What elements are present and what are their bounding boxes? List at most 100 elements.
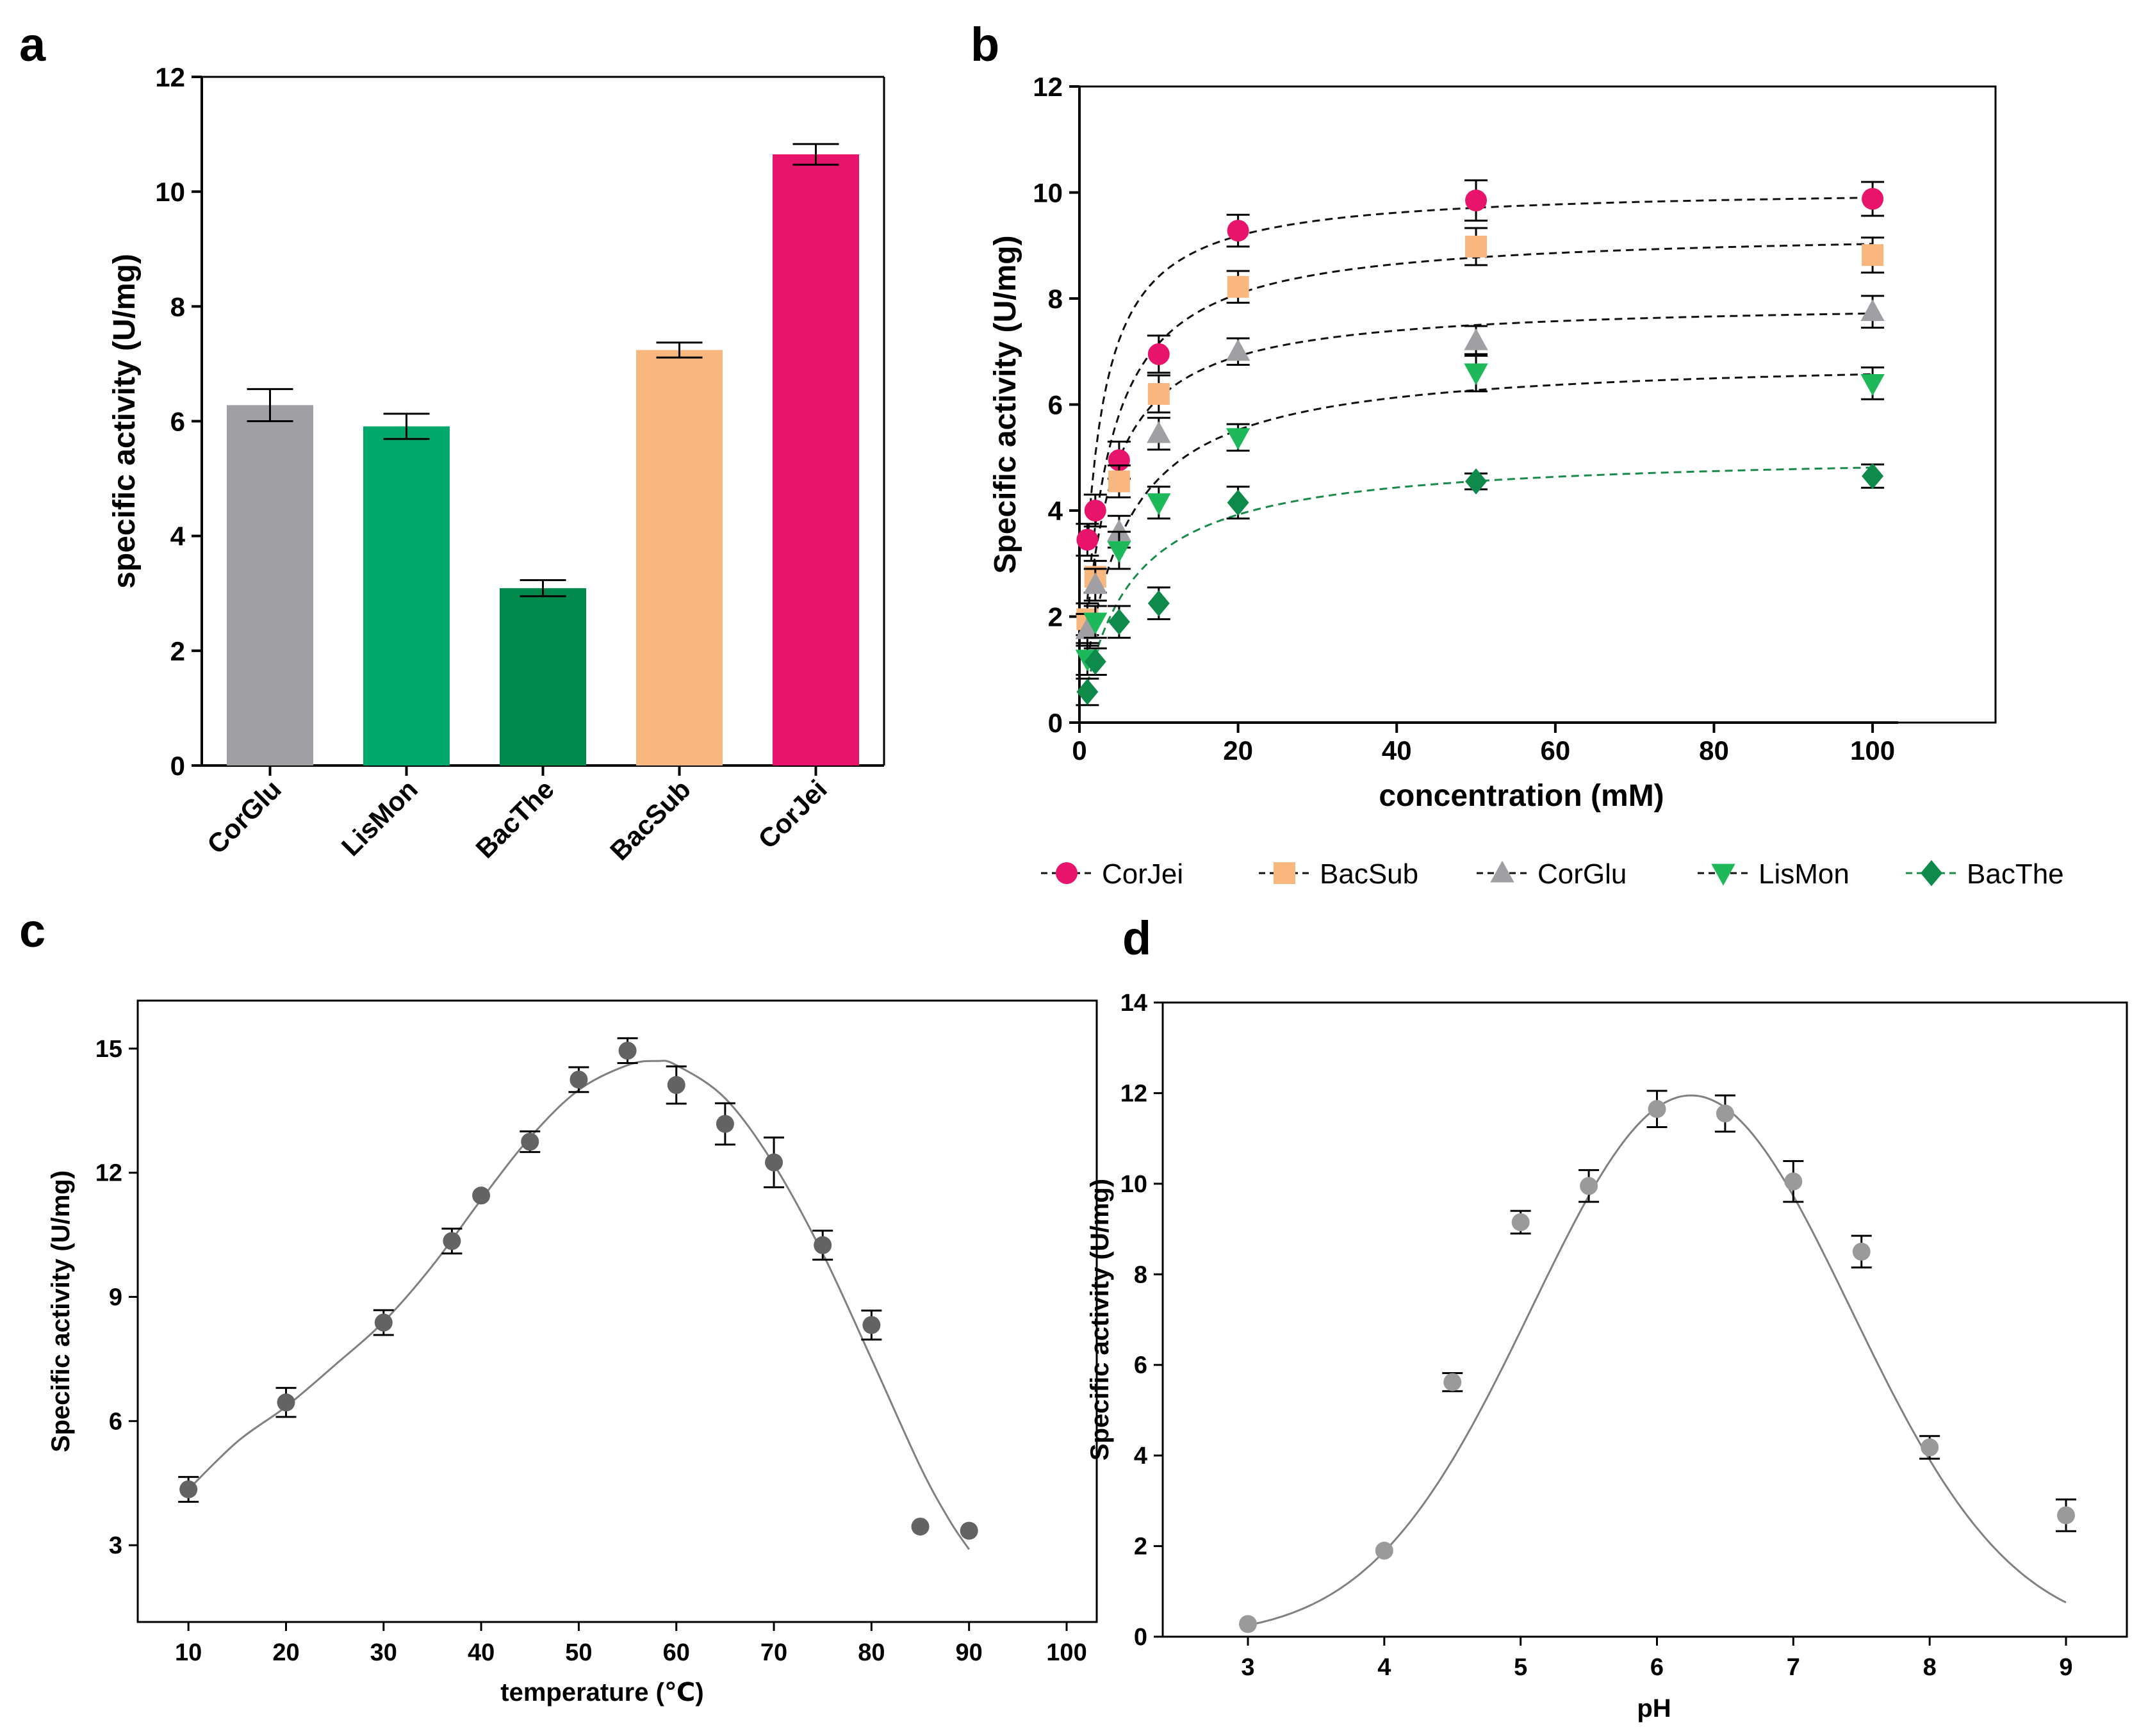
y-tick-label: 6 [1048, 390, 1063, 420]
panel-letter-d: d [1122, 912, 1151, 965]
point-LisMon [1226, 428, 1250, 450]
data-point [443, 1232, 461, 1250]
plot-frame [1161, 1001, 2128, 1638]
data-point [521, 1133, 539, 1151]
point-LisMon [1860, 373, 1885, 396]
point-CorJei [1084, 500, 1106, 521]
data-point [2057, 1506, 2075, 1525]
legend-label-LisMon: LisMon [1759, 858, 1849, 890]
x-tick-label: 90 [956, 1639, 983, 1666]
y-axis-title: specific activity (U/mg) [108, 254, 142, 589]
data-point [1239, 1615, 1257, 1634]
x-tick-label: LisMon [336, 774, 423, 862]
fit-curve-LisMon [1086, 373, 1873, 662]
data-point [862, 1316, 881, 1334]
data-point [1511, 1213, 1530, 1231]
data-point [1443, 1373, 1462, 1391]
panel-letter-b: b [971, 18, 999, 71]
point-BacSub [1147, 382, 1170, 405]
data-point [570, 1070, 588, 1089]
x-tick-label: 0 [1072, 735, 1086, 766]
x-tick-label: 9 [2059, 1654, 2072, 1681]
x-tick-label: 3 [1241, 1654, 1254, 1681]
point-BacThe [1227, 489, 1249, 516]
data-point [667, 1076, 685, 1094]
bar-BacThe [500, 588, 586, 766]
data-point [1375, 1541, 1393, 1560]
data-point [1648, 1100, 1666, 1118]
data-point [911, 1518, 930, 1536]
point-CorGlu [1860, 299, 1885, 322]
y-axis-title: Specific activity (U/mg) [988, 235, 1022, 573]
y-tick-label: 4 [170, 521, 186, 552]
point-CorJei [1465, 189, 1488, 211]
y-tick-label: 6 [109, 1408, 122, 1435]
x-tick-label: 60 [663, 1639, 690, 1666]
bar-LisMon [363, 426, 450, 766]
x-tick-label: 100 [1046, 1639, 1086, 1666]
y-tick-label: 2 [1048, 602, 1063, 632]
y-tick-label: 10 [1120, 1171, 1147, 1198]
point-CorGlu [1464, 328, 1488, 350]
data-point [1852, 1242, 1871, 1261]
x-tick-label: CorGlu [201, 774, 287, 860]
error-bar-LisMon [383, 413, 430, 440]
data-point [716, 1115, 734, 1133]
legend-marker-CorJei [1056, 862, 1078, 884]
fit-curve [1247, 1094, 2067, 1626]
point-CorGlu [1226, 339, 1250, 361]
x-tick-label: 50 [565, 1639, 592, 1666]
y-tick-label: 12 [1120, 1080, 1147, 1107]
y-tick-label: 15 [95, 1036, 122, 1063]
data-point [814, 1236, 832, 1254]
legend-marker-BacSub [1274, 862, 1295, 884]
error-bar-BacSub [656, 341, 703, 359]
data-point [618, 1042, 637, 1060]
data-point [374, 1313, 393, 1332]
x-tick-label: 8 [1923, 1654, 1937, 1681]
x-tick-label: 6 [1650, 1654, 1664, 1681]
fit-curve-BacThe [1086, 466, 1873, 685]
error-bar-BacThe [520, 579, 566, 598]
y-tick-label: 2 [170, 636, 185, 666]
point-CorGlu [1083, 572, 1108, 594]
legend-label-BacThe: BacThe [1967, 858, 2064, 890]
y-tick-label: 9 [109, 1284, 122, 1311]
y-tick-label: 0 [1048, 708, 1063, 738]
y-tick-label: 4 [1048, 496, 1063, 526]
x-tick-label: 80 [858, 1639, 885, 1666]
x-tick-label: 4 [1377, 1654, 1391, 1681]
x-tick-label: 7 [1787, 1654, 1800, 1681]
legend-label-CorGlu: CorGlu [1537, 858, 1627, 890]
bar-BacSub [636, 350, 723, 766]
y-tick-label: 14 [1120, 990, 1147, 1017]
legend-marker-BacThe [1921, 860, 1942, 887]
point-LisMon [1107, 541, 1131, 563]
ph-chart-panel-d: 0 2 4 6 8 10 12 14 3 4 5 6 7 8 9 pH Specific activity (U… [1086, 990, 2128, 1723]
legend-marker-CorGlu [1490, 860, 1514, 883]
y-axis-title: Specific activity (U/mg) [47, 1170, 75, 1452]
point-BacThe [1076, 678, 1099, 705]
point-LisMon [1147, 493, 1171, 516]
y-tick-label: 8 [1048, 284, 1063, 314]
fit-curve-CorGlu [1086, 312, 1873, 618]
data-point [472, 1186, 491, 1205]
point-CorJei [1862, 188, 1884, 210]
y-tick-label: 6 [1134, 1352, 1147, 1379]
x-tick-label: 20 [272, 1639, 299, 1666]
x-tick-label: CorJei [752, 774, 833, 855]
legend-label-CorJei: CorJei [1102, 858, 1183, 890]
x-tick-label: 80 [1699, 735, 1729, 766]
point-BacSub [1862, 244, 1884, 266]
point-BacThe [1862, 463, 1884, 489]
data-point [179, 1480, 198, 1498]
fit-curve-BacSub [1086, 243, 1873, 600]
point-LisMon [1464, 363, 1488, 386]
x-axis-title: concentration (mM) [1379, 779, 1664, 813]
error-bar-CorGlu [247, 388, 293, 422]
plot-frame [136, 999, 1098, 1623]
point-CorJei [1076, 528, 1099, 551]
x-axis-title: pH [1637, 1694, 1671, 1723]
point-CorJei [1227, 220, 1249, 242]
